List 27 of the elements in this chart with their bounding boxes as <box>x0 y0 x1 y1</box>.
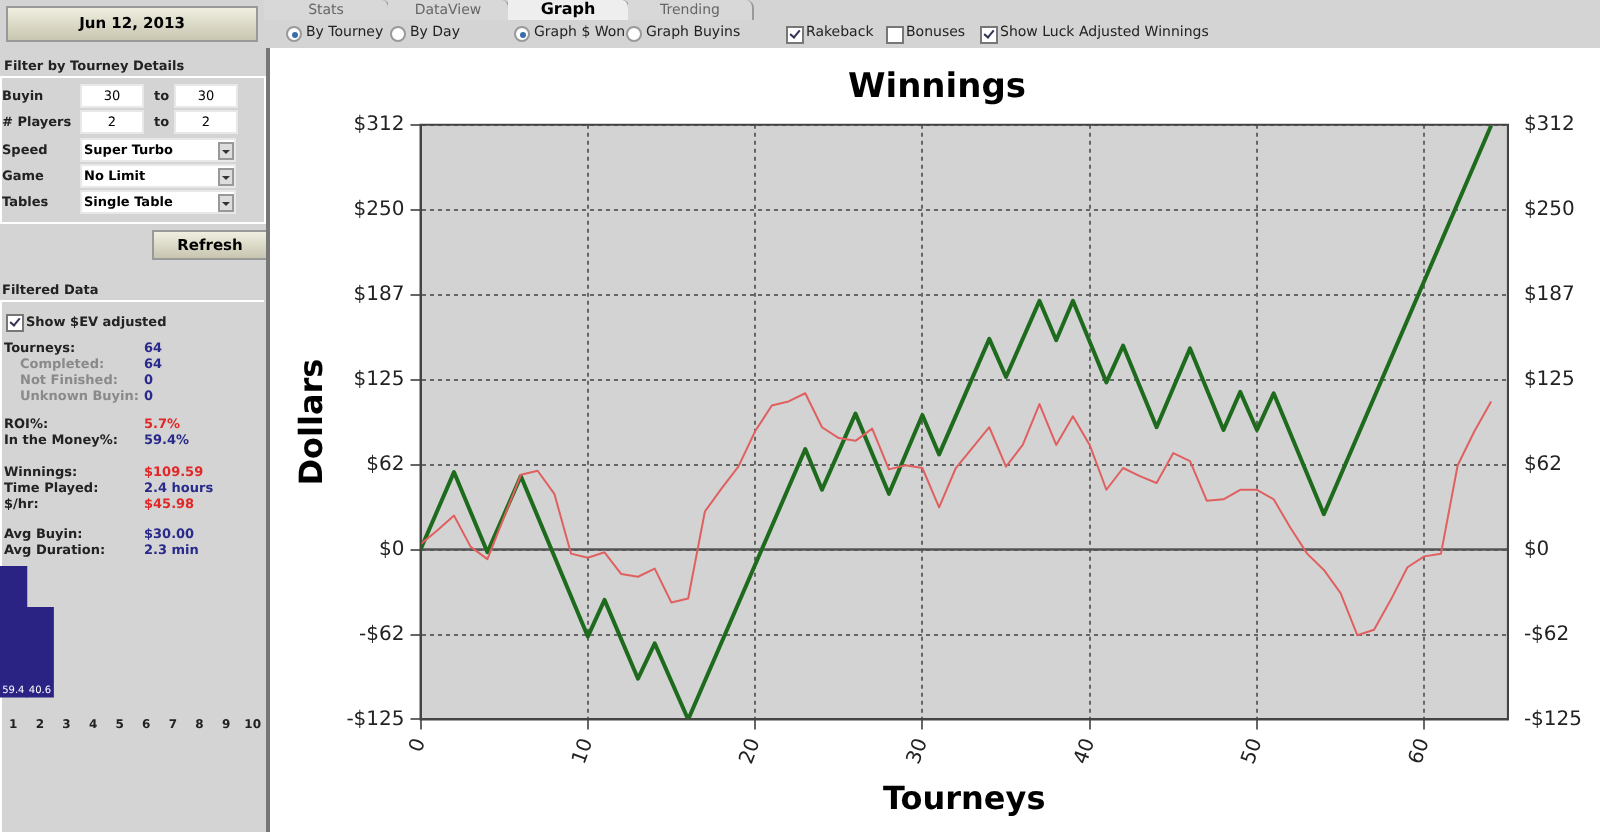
x-tick-label: 60 <box>1405 735 1435 768</box>
x-tick-label: 0 <box>406 735 432 756</box>
x-tick-label: 50 <box>1238 735 1268 768</box>
y-tick-label: $187 <box>353 283 405 306</box>
y-tick-label: $0 <box>379 538 405 561</box>
y-tick-label: -$62 <box>359 623 405 646</box>
y2-tick-label: $62 <box>1523 453 1563 476</box>
chart-title: Winnings <box>847 67 1027 108</box>
y-axis-title: Dollars <box>291 358 330 486</box>
y-tick-label: $250 <box>353 198 405 221</box>
y2-tick-label: $125 <box>1523 368 1575 391</box>
y-tick-label: $62 <box>366 453 405 476</box>
y2-tick-label: $250 <box>1523 198 1575 221</box>
x-axis-title: Tourneys <box>882 779 1046 818</box>
y2-tick-label: -$62 <box>1523 623 1570 646</box>
x-tick-label: 40 <box>1070 735 1101 768</box>
y2-tick-label: -$125 <box>1523 708 1583 731</box>
y-tick-label: -$125 <box>346 708 405 731</box>
y2-tick-label: $187 <box>1523 283 1575 306</box>
y-tick-label: $312 <box>353 113 405 136</box>
tab: Graph <box>508 0 630 20</box>
y2-tick-label: $312 <box>1523 113 1575 136</box>
y2-tick-label: $0 <box>1523 538 1550 561</box>
x-tick-label: 30 <box>903 735 933 768</box>
x-tick-label: 10 <box>568 735 599 768</box>
y-tick-label: $125 <box>353 368 405 391</box>
x-tick-label: 20 <box>736 735 766 768</box>
